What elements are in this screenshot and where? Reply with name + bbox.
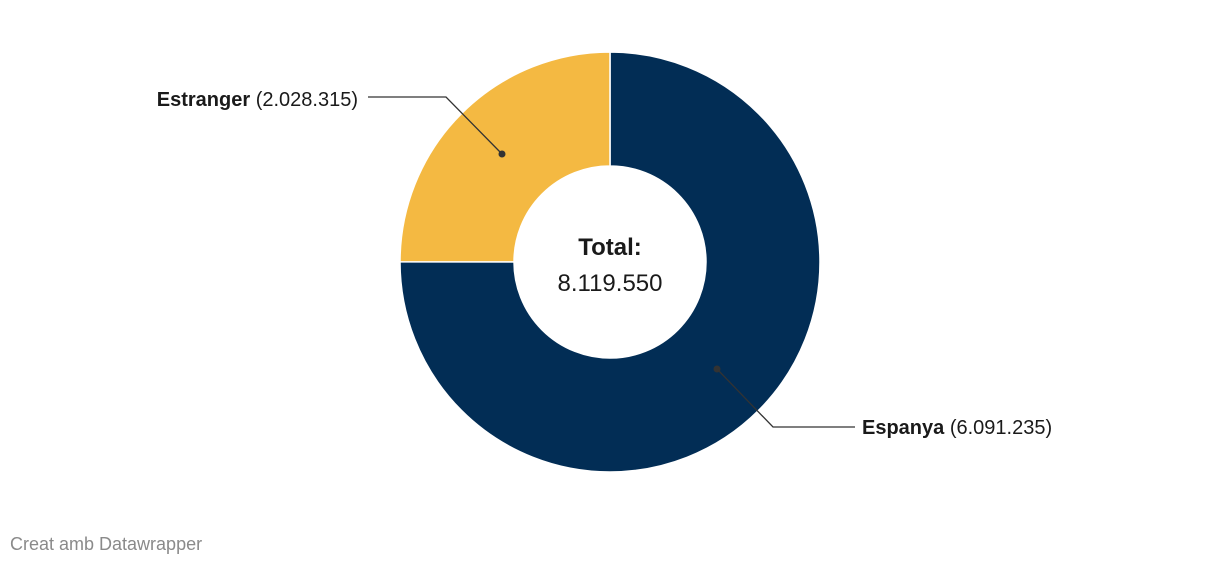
center-total-value: 8.119.550 (558, 270, 663, 297)
slice-label-name: Estranger (157, 89, 251, 111)
slice-label-value: (6.091.235) (944, 417, 1052, 439)
leader-dot-estranger (498, 150, 506, 158)
leader-lines (368, 96, 855, 428)
center-total-title: Total: (578, 234, 642, 261)
slice-label-name: Espanya (862, 417, 945, 439)
slice-label-estranger: Estranger (2.028.315) (157, 89, 358, 111)
leader-dot-espanya (713, 365, 721, 373)
leader-line-espanya (716, 368, 855, 428)
datawrapper-credit: Creat amb Datawrapper (10, 534, 203, 554)
slice-label-espanya: Espanya (6.091.235) (862, 417, 1052, 439)
leader-line-estranger (368, 96, 503, 155)
slice-label-value: (2.028.315) (250, 89, 358, 111)
slice-labels: Espanya (6.091.235) Estranger (2.028.315) (157, 89, 1052, 439)
slice-estranger (399, 51, 611, 263)
